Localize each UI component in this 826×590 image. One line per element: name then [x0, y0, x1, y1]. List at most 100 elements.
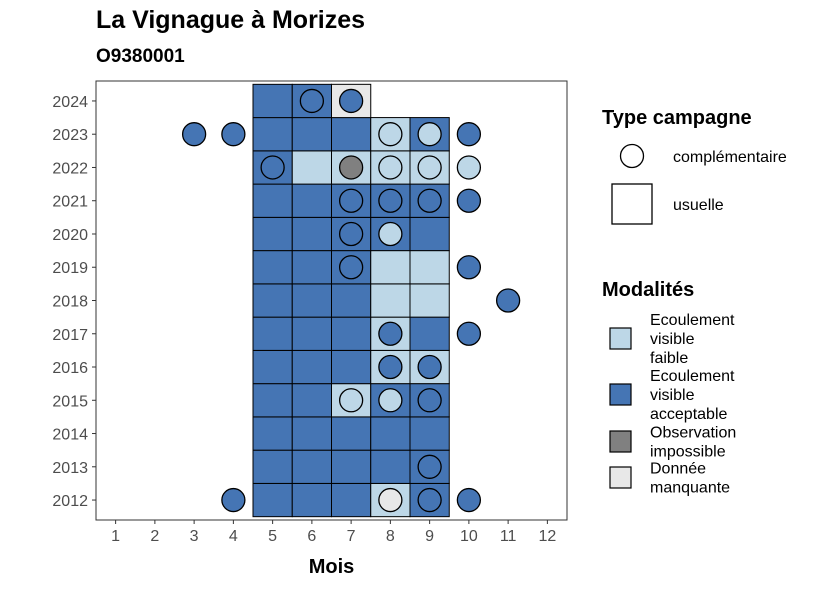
y-tick-label-2023: 2023	[52, 127, 88, 144]
tile-2012-7	[331, 482, 372, 518]
point-2012-8	[378, 487, 403, 513]
x-tick-label-11: 11	[500, 528, 517, 545]
y-tick-label-2016: 2016	[52, 360, 88, 377]
point-2023-4	[221, 122, 246, 147]
legend-circle-icon	[619, 143, 645, 169]
y-tick-label-2013: 2013	[52, 460, 88, 477]
x-tick-label-9: 9	[425, 528, 434, 545]
usual-campaign-tiles	[252, 83, 450, 518]
point-2021-9	[417, 188, 442, 213]
tile-2019-6	[291, 250, 332, 285]
legend-mod-label-manquante: Donnée manquante	[650, 461, 730, 497]
tile-2023-5	[252, 117, 293, 152]
x-tick-label-5: 5	[268, 528, 277, 545]
point-2015-8	[378, 388, 403, 413]
tile-2013-6	[291, 449, 332, 484]
point-2022-8	[378, 155, 403, 180]
legend-swatch-manquante	[609, 466, 632, 489]
point-2018-11	[495, 288, 521, 313]
tile-2019-5	[252, 250, 293, 285]
legend-type-label-1: usuelle	[673, 197, 724, 214]
point-2012-10	[456, 487, 482, 513]
y-tick-label-2017: 2017	[52, 327, 88, 344]
chart-subtitle: O9380001	[96, 46, 185, 67]
point-2016-9	[417, 354, 442, 380]
point-2023-8	[378, 122, 403, 147]
tile-2018-9	[409, 283, 450, 318]
point-2020-7	[338, 221, 364, 247]
point-2023-3	[181, 122, 207, 147]
x-tick-label-1: 1	[111, 528, 120, 545]
tile-2022-6	[291, 150, 332, 185]
y-tick-label-2012: 2012	[52, 493, 88, 510]
tile-2016-7	[331, 349, 372, 385]
x-tick-label-2: 2	[150, 528, 159, 545]
x-tick-label-12: 12	[538, 528, 556, 545]
tile-2018-8	[370, 283, 411, 318]
point-2019-7	[338, 255, 364, 280]
tile-2021-5	[252, 183, 293, 218]
point-2012-9	[417, 487, 442, 513]
tile-2021-6	[291, 183, 332, 218]
x-tick-label-8: 8	[386, 528, 395, 545]
point-2021-7	[338, 188, 364, 213]
x-axis-title: Mois	[309, 556, 355, 578]
tile-2017-7	[331, 316, 372, 351]
y-tick-label-2022: 2022	[52, 160, 88, 177]
legend-mod-label-faible: Ecoulement visible faible	[650, 312, 735, 367]
tile-2024-5	[252, 83, 293, 119]
tile-2020-9	[409, 216, 450, 252]
legend-swatch-faible	[609, 327, 632, 350]
tile-2018-7	[331, 283, 372, 318]
tile-2017-9	[409, 316, 450, 351]
tile-2012-5	[252, 482, 293, 518]
legend-swatch-impossible	[609, 430, 632, 453]
tile-2016-6	[291, 349, 332, 385]
chart-title: La Vignague à Morizes	[96, 6, 366, 34]
tile-2014-9	[409, 416, 450, 451]
legend-swatch-acceptable	[609, 383, 632, 406]
point-2019-10	[456, 255, 482, 280]
x-tick-label-4: 4	[229, 528, 238, 545]
point-2013-9	[417, 454, 442, 479]
tile-2019-8	[370, 250, 411, 285]
tile-2018-6	[291, 283, 332, 318]
point-2015-7	[338, 388, 364, 413]
point-2016-8	[378, 354, 403, 380]
tile-2023-6	[291, 117, 332, 152]
legend-type-label-0: complémentaire	[673, 149, 787, 166]
legend-mod-title: Modalités	[602, 279, 694, 301]
point-2020-8	[378, 221, 403, 247]
tile-2016-5	[252, 349, 293, 385]
point-2022-7	[338, 155, 364, 180]
x-tick-label-3: 3	[190, 528, 199, 545]
axes: 1 2 3 4 5 6 7 8 9 10 11 122012201320142015201620172…	[52, 80, 568, 578]
tile-2017-5	[252, 316, 293, 351]
y-tick-label-2020: 2020	[52, 227, 88, 244]
complementary-campaign-points	[181, 88, 521, 513]
point-2022-9	[417, 155, 442, 180]
point-2022-5	[260, 155, 285, 180]
point-2021-8	[378, 188, 403, 213]
tile-2017-6	[291, 316, 332, 351]
tile-2014-7	[331, 416, 372, 451]
tile-2015-6	[291, 383, 332, 418]
y-tick-label-2015: 2015	[52, 393, 88, 410]
point-2017-8	[378, 321, 403, 346]
tile-2019-9	[409, 250, 450, 285]
legend-square-icon	[611, 183, 653, 225]
tile-2023-7	[331, 117, 372, 152]
x-tick-label-6: 6	[307, 528, 316, 545]
point-2017-10	[456, 321, 482, 346]
tile-2018-5	[252, 283, 293, 318]
x-tick-label-7: 7	[347, 528, 356, 545]
legend: Type campagne complémentaire usuelle Modali…	[602, 107, 787, 497]
y-tick-label-2014: 2014	[52, 427, 88, 444]
legend-mod-label-acceptable: Ecoulement visible acceptable	[650, 368, 735, 423]
y-tick-label-2024: 2024	[52, 94, 88, 111]
tile-2012-6	[291, 482, 332, 518]
point-2012-4	[221, 487, 246, 513]
point-2023-9	[417, 122, 442, 147]
tile-2014-6	[291, 416, 332, 451]
